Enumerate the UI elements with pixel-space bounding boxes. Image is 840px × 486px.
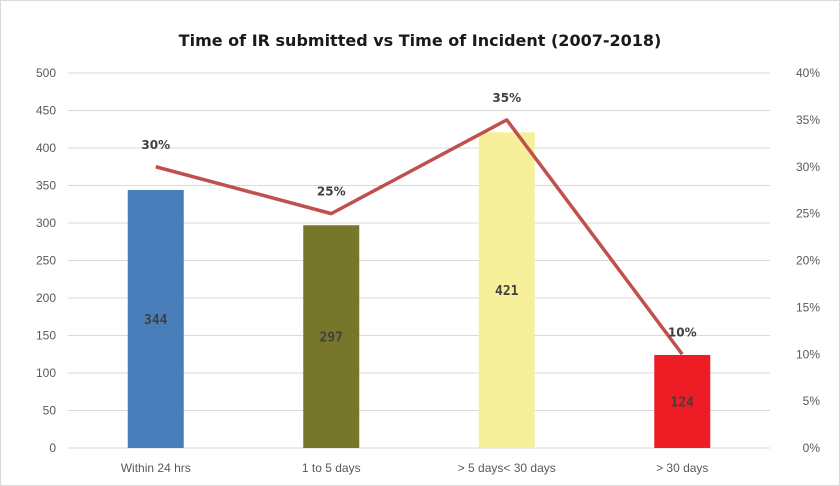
bar-data-label: 344	[144, 313, 168, 328]
right-tick-label: 35%	[796, 113, 820, 127]
percent-data-label: 30%	[141, 138, 170, 152]
right-tick-label: 20%	[796, 254, 820, 268]
x-axis: Within 24 hrs 1 to 5 days > 5 days< 30 day…	[121, 461, 709, 475]
percent-labels: 30% 25% 35% 10%	[141, 91, 696, 339]
bar	[654, 355, 711, 448]
left-tick-label: 400	[36, 141, 56, 155]
bar-data-label: 124	[671, 396, 695, 411]
left-tick-label: 100	[36, 366, 56, 380]
right-tick-label: 25%	[796, 207, 820, 221]
bars	[127, 132, 711, 448]
left-tick-label: 450	[36, 104, 56, 118]
bar-data-label: 297	[320, 331, 343, 346]
x-tick-label: > 5 days< 30 days	[458, 461, 556, 475]
bar	[478, 132, 535, 448]
bar	[303, 225, 360, 448]
percent-data-label: 10%	[668, 325, 697, 339]
bar	[127, 190, 184, 448]
left-axis: 0 50 100 150 200 250 300 350 400 450 500	[36, 66, 56, 455]
percent-data-label: 35%	[492, 91, 521, 105]
left-tick-label: 150	[36, 329, 56, 343]
left-tick-label: 250	[36, 254, 56, 268]
right-tick-label: 0%	[803, 441, 821, 455]
left-tick-label: 350	[36, 179, 56, 193]
right-tick-label: 40%	[796, 66, 820, 80]
right-tick-label: 5%	[803, 394, 821, 408]
right-tick-label: 10%	[796, 347, 820, 361]
x-tick-label: Within 24 hrs	[121, 461, 191, 475]
left-tick-label: 50	[43, 404, 57, 418]
x-tick-label: 1 to 5 days	[302, 461, 361, 475]
left-tick-label: 500	[36, 66, 56, 80]
right-tick-label: 30%	[796, 160, 820, 174]
x-tick-label: > 30 days	[656, 461, 708, 475]
bar-data-label: 421	[495, 284, 519, 299]
chart-title: Time of IR submitted vs Time of Incident…	[179, 31, 662, 50]
right-axis: 0% 5% 10% 15% 20% 25% 30% 35% 40%	[796, 66, 820, 455]
left-tick-label: 0	[49, 441, 56, 455]
left-tick-label: 200	[36, 291, 56, 305]
right-tick-label: 15%	[796, 300, 820, 314]
gridlines	[68, 72, 770, 449]
left-tick-label: 300	[36, 216, 56, 230]
percent-line-path	[155, 118, 684, 356]
percent-data-label: 25%	[317, 185, 346, 199]
percent-line	[155, 118, 684, 356]
bar-labels: 344 297 421 124	[144, 284, 694, 410]
